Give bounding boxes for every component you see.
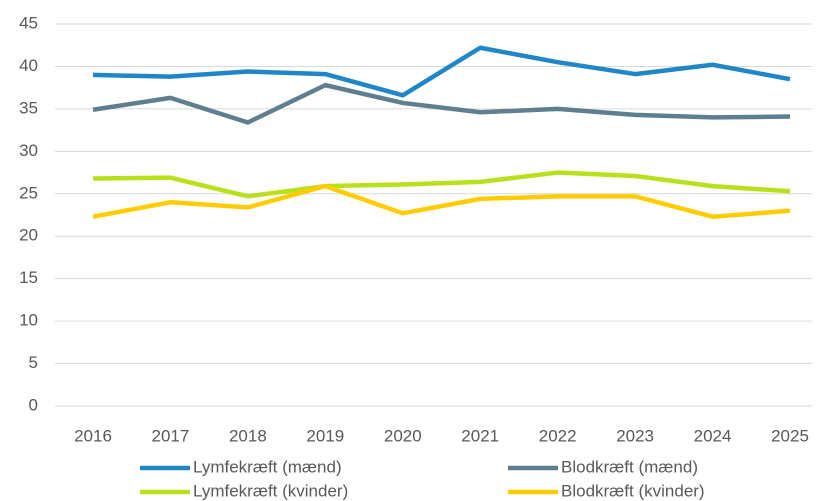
legend-label: Blodkræft (kvinder) [561, 481, 705, 500]
legend-label: Lymfekræft (mænd) [193, 457, 342, 476]
y-tick-label: 5 [29, 353, 38, 372]
y-tick-label: 35 [19, 98, 38, 117]
x-tick-label: 2016 [74, 426, 112, 445]
x-tick-label: 2020 [384, 426, 422, 445]
x-tick-label: 2025 [771, 426, 809, 445]
y-tick-label: 45 [19, 13, 38, 32]
line-series [92, 82, 791, 125]
legend-label: Blodkræft (mænd) [561, 457, 698, 476]
legend-label: Lymfekræft (kvinder) [193, 481, 348, 500]
x-tick-label: 2018 [229, 426, 267, 445]
x-tick-label: 2017 [152, 426, 190, 445]
x-tick-label: 2022 [539, 426, 577, 445]
y-tick-label: 15 [19, 268, 38, 287]
y-tick-label: 40 [19, 56, 38, 75]
y-tick-label: 30 [19, 141, 38, 160]
line-series [92, 183, 791, 219]
y-tick-label: 25 [19, 183, 38, 202]
line-series [92, 45, 791, 98]
y-tick-label: 20 [19, 226, 38, 245]
y-tick-label: 10 [19, 311, 38, 330]
line-series [92, 170, 791, 199]
x-tick-label: 2019 [306, 426, 344, 445]
x-tick-label: 2021 [461, 426, 499, 445]
x-tick-label: 2023 [616, 426, 654, 445]
y-tick-label: 0 [29, 395, 38, 414]
x-tick-label: 2024 [694, 426, 732, 445]
